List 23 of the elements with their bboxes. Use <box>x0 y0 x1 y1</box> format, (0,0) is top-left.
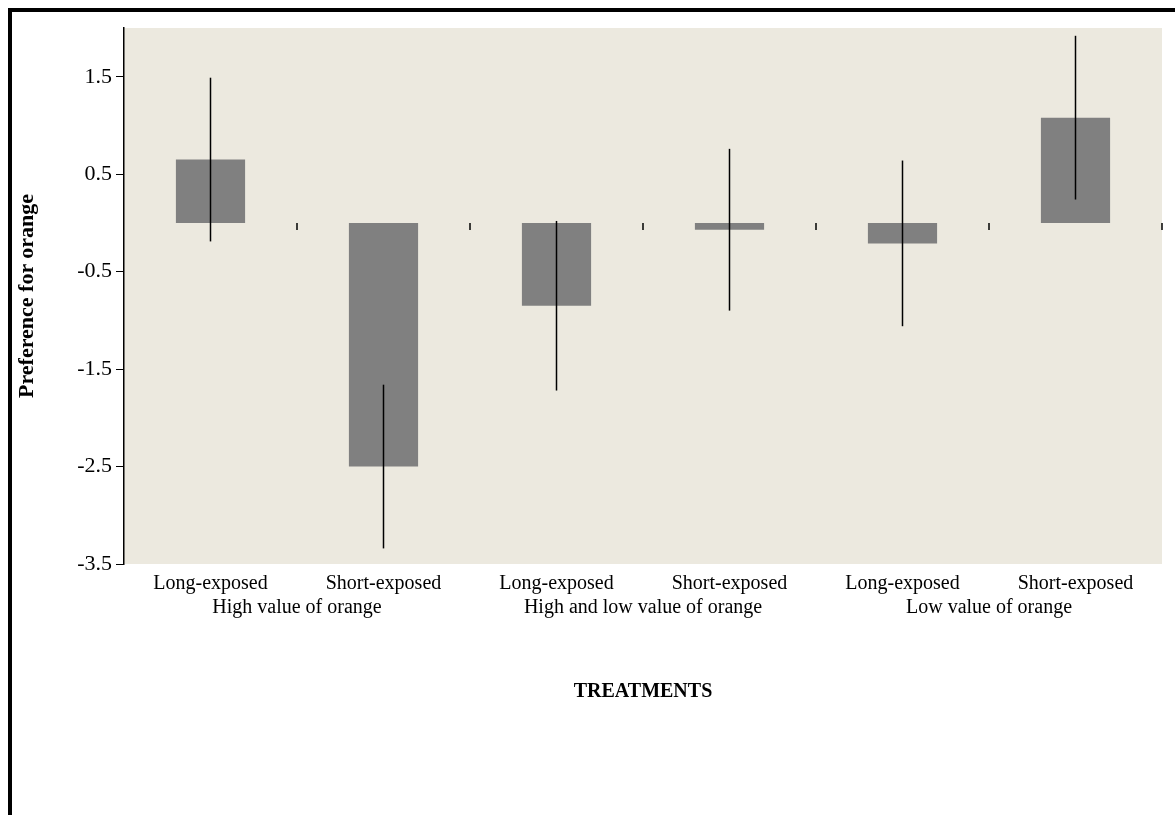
x-axis-title: TREATMENTS <box>573 679 713 702</box>
text: Low value of orange <box>905 595 1073 619</box>
text: High and low value of orange <box>523 595 763 619</box>
bar <box>175 159 246 223</box>
x-tick-label: Short-exposed <box>671 571 788 595</box>
y-tick-label: -1.5 <box>77 354 112 380</box>
y-tick-label: -0.5 <box>77 257 112 283</box>
bar <box>694 222 765 230</box>
bar <box>867 222 938 244</box>
y-tick-label: -2.5 <box>77 452 112 478</box>
bar <box>348 222 419 467</box>
bar <box>1040 117 1111 223</box>
y-axis-title: Preference for orange <box>12 193 38 399</box>
text: High value of orange <box>212 595 382 619</box>
y-tick-label: -3.5 <box>77 549 112 575</box>
x-tick-label: Long-exposed <box>153 571 268 595</box>
x-tick-label: Short-exposed <box>1017 571 1134 595</box>
x-tick-label: Short-exposed <box>325 571 442 595</box>
bar <box>521 222 592 306</box>
y-tick-label: 1.5 <box>84 62 112 88</box>
y-tick-label: 0.5 <box>84 159 112 185</box>
x-tick-label: Long-exposed <box>499 571 614 595</box>
x-tick-label: Long-exposed <box>845 571 960 595</box>
